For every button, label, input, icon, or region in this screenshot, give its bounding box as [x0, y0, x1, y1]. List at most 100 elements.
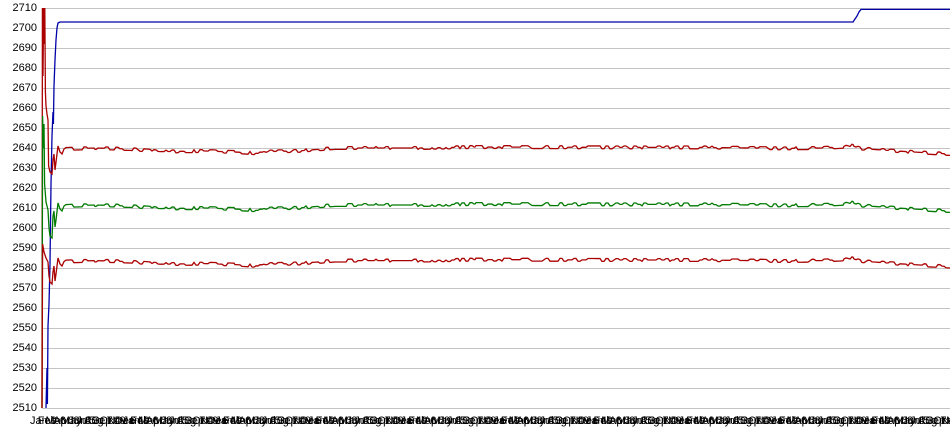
x-axis-tick-label: Jun 5: [624, 415, 652, 427]
x-axis-tick-label: Jul 3: [539, 415, 563, 427]
x-axis-tick-label: Sep 4: [832, 415, 862, 427]
y-axis-tick-label: 2690: [12, 41, 37, 54]
x-axis-tick-label: Sep 4: [925, 415, 950, 427]
x-axis-tick-label: Feb 6: [223, 415, 252, 427]
x-axis-tick-label: May 8: [60, 415, 91, 427]
x-axis-tick-label: Dec 4: [670, 415, 700, 427]
x-axis-tick-label: Jun 5: [253, 415, 281, 427]
x-axis-tick-label: Dec 4: [578, 415, 607, 427]
x-axis-tick-label: Nov 6: [663, 415, 692, 427]
x-axis-tick-label: Sep 4: [462, 415, 492, 427]
x-axis-tick-label: Oct 9: [284, 415, 312, 427]
y-axis-tick-label: 2630: [12, 161, 37, 174]
x-axis-tick-label: Mar 6: [879, 415, 908, 427]
x-axis-tick-label: Jan 9: [493, 415, 521, 427]
x-axis-tick-label: Oct 9: [377, 415, 404, 427]
x-axis-tick-label: Apr 3: [609, 415, 636, 427]
x-axis-tick-label: May 8: [802, 415, 832, 427]
x-axis-tick-label: Mar 6: [45, 415, 74, 427]
x-axis-tick-label: Aug 7: [732, 415, 762, 427]
x-axis-tick-label: Oct 9: [933, 415, 950, 427]
x-axis-tick-label: Mar 6: [323, 415, 352, 427]
x-axis-tick-label: Jan 9: [215, 415, 243, 427]
x-axis-tick-label: Nov 6: [477, 415, 507, 427]
x-axis-tick-label: May 8: [153, 415, 184, 427]
x-axis-tick-label: Sep 4: [647, 415, 677, 427]
x-axis-tick-label: Mar 6: [508, 415, 537, 427]
x-axis-tick-label: Feb 6: [37, 415, 66, 427]
x-axis-tick-label: Jun 5: [439, 415, 467, 427]
x-axis-tick-label: Jan 9: [771, 415, 799, 427]
x-axis-tick-label: Apr 3: [145, 415, 173, 427]
y-axis-tick-label: 2700: [12, 21, 37, 34]
x-axis-tick-label: May 8: [338, 415, 369, 427]
x-axis-tick-label: Dec 4: [392, 415, 422, 427]
series-dark-red-upper-line: [41, 7, 950, 409]
x-axis-tick-label: Jul 3: [724, 415, 749, 427]
x-axis-tick-label: Aug 7: [825, 415, 854, 427]
x-axis-tick-label: Oct 9: [655, 415, 682, 427]
y-axis-tick-label: 2530: [12, 361, 37, 374]
y-axis-tick-label: 2580: [12, 261, 37, 274]
x-axis-tick-label: Apr 3: [794, 415, 821, 427]
x-axis-tick-label: Mar 6: [230, 415, 259, 427]
y-axis-tick-label: 2680: [12, 61, 37, 74]
x-axis-tick-label: Jun 5: [902, 415, 930, 427]
x-axis-tick-label: Apr 3: [701, 415, 728, 427]
x-axis-tick-label: Feb 6: [778, 415, 807, 427]
x-axis-tick-label: Feb 6: [130, 415, 159, 427]
x-axis-tick-label: Aug 7: [361, 415, 391, 427]
x-axis-tick-label: Mar 6: [416, 415, 445, 427]
x-axis-tick-label: Jan 9: [863, 415, 891, 427]
x-axis-tick-label: May 8: [431, 415, 462, 427]
x-axis-tick-label: Oct 9: [470, 415, 497, 427]
x-axis-tick-label: Nov 6: [940, 415, 950, 427]
x-axis-tick-label: Jul 3: [261, 415, 285, 427]
x-axis-tick-label: Feb 6: [871, 415, 900, 427]
y-axis-tick-label: 2620: [12, 181, 37, 194]
y-axis-tick-label: 2610: [12, 201, 37, 214]
x-axis-tick-label: May 8: [524, 415, 555, 427]
x-axis-tick-labels: Jan 9 Feb 6 Mar 6 Apr 3 May 8 Jun 5 Jul 3 Aug 7…: [0, 414, 950, 432]
y-axis-tick-label: 2650: [12, 121, 37, 134]
x-axis-tick-label: Apr 3: [53, 415, 80, 427]
y-axis-tick-label: 2570: [12, 281, 37, 294]
x-axis-tick-label: Sep 4: [277, 415, 306, 427]
x-axis-tick-label: Jan 9: [30, 415, 57, 427]
x-axis-tick-label: Dec 4: [856, 415, 885, 427]
y-axis-tick-label: 2540: [12, 341, 37, 354]
x-axis-tick-label: Apr 3: [331, 415, 358, 427]
y-axis-tick-label: 2510: [12, 401, 37, 414]
x-axis-tick-label: Sep 4: [740, 415, 769, 427]
x-axis-tick-label: Apr 3: [423, 415, 451, 427]
y-axis-tick-label: 2550: [12, 321, 37, 334]
x-axis-tick-label: Nov 6: [107, 415, 136, 427]
series-navy-flat-line: [45, 8, 950, 409]
x-axis-tick-label: Jan 9: [307, 415, 335, 427]
x-axis-tick-label: Apr 3: [886, 415, 914, 427]
x-axis-tick-label: Nov 6: [292, 415, 322, 427]
x-axis-tick-label: Aug 7: [176, 415, 206, 427]
x-axis-tick-label: Jan 9: [122, 415, 150, 427]
x-axis-tick-label: Nov 6: [199, 415, 229, 427]
x-axis-tick-label: Feb 6: [500, 415, 530, 427]
x-axis-tick-label: Aug 7: [639, 415, 669, 427]
x-axis-tick-label: Feb 6: [686, 415, 715, 427]
x-axis-tick-label: Sep 4: [369, 415, 399, 427]
x-axis-tick-label: Nov 6: [755, 415, 785, 427]
x-axis-tick-label: Nov 6: [385, 415, 414, 427]
x-axis-tick-label: Dec 4: [485, 415, 515, 427]
x-axis-tick-label: Apr 3: [238, 415, 265, 427]
x-axis-tick-label: Oct 9: [747, 415, 775, 427]
series-dark-red-lower-line: [41, 243, 950, 409]
x-axis-tick-label: Jan 9: [585, 415, 613, 427]
x-axis-tick-label: Dec 4: [114, 415, 144, 427]
x-axis-tick-label: Jan 9: [400, 415, 428, 427]
x-axis-tick-label: Oct 9: [840, 415, 867, 427]
x-axis-tick-label: Sep 4: [91, 415, 121, 427]
x-axis-tick-label: Aug 7: [84, 415, 113, 427]
x-axis-tick-label: Sep 4: [554, 415, 584, 427]
x-axis-tick-label: Nov 6: [570, 415, 600, 427]
